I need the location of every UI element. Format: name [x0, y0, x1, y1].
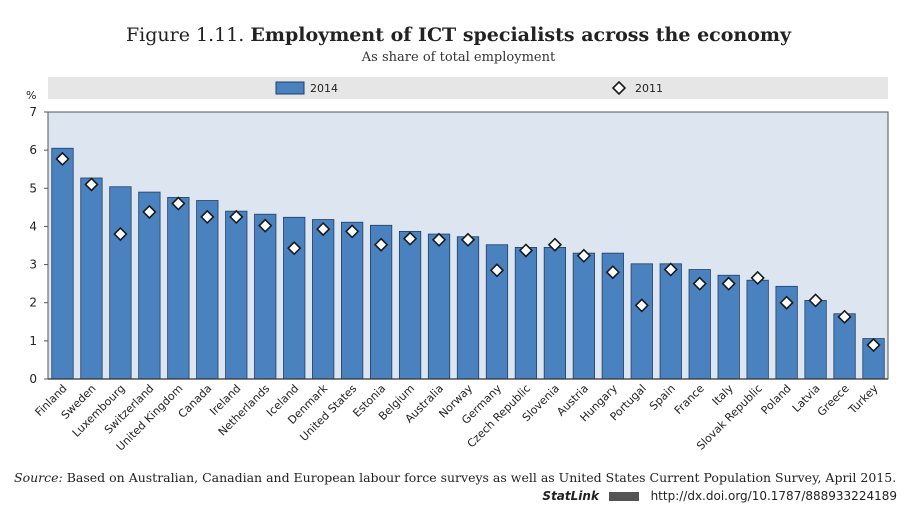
statlink-logo-icon	[608, 492, 639, 501]
marker-2011	[258, 218, 273, 233]
marker-2011	[605, 265, 620, 280]
marker-2011	[576, 248, 591, 263]
statlink-url[interactable]: http://dx.doi.org/10.1787/888933224189	[650, 489, 897, 503]
bar-2014	[804, 300, 827, 380]
bar-2014	[254, 213, 277, 380]
bar-chart: 2014 2011%01234567FinlandSwedenLuxembourg…	[26, 77, 889, 454]
bar-2014	[659, 263, 682, 380]
statlink: StatLink http://dx.doi.org/10.1787/88893…	[542, 489, 897, 503]
marker-2011	[373, 237, 389, 252]
marker-2011	[721, 276, 736, 291]
bar-2014	[138, 191, 161, 380]
figure-title: Employment of ICT specialists across the…	[250, 24, 792, 46]
legend-label-2014: 2014	[310, 82, 338, 95]
bar-2014	[398, 230, 422, 380]
marker-2011	[518, 243, 534, 258]
marker-2011	[229, 209, 244, 225]
marker-2011	[287, 241, 302, 256]
marker-2011	[142, 204, 157, 220]
marker-2011	[779, 295, 794, 310]
figure-number: Figure 1.11.	[125, 24, 245, 46]
marker-2011	[200, 209, 215, 225]
bar-2014	[167, 197, 190, 380]
bar-2014	[80, 177, 103, 380]
marker-2011	[692, 276, 707, 291]
marker-2011	[547, 237, 563, 252]
x-tick-label: Turkey	[845, 382, 881, 418]
bar-2014	[717, 274, 740, 380]
marker-2011	[345, 224, 360, 239]
marker-2011	[663, 262, 678, 277]
bar-2014	[109, 186, 132, 380]
marker-2011	[113, 226, 128, 242]
bar-2014	[630, 263, 653, 380]
legend-label-2011: 2011	[635, 82, 663, 95]
x-tick-label: France	[672, 382, 707, 417]
bar-2014	[341, 221, 364, 380]
x-tick-label: Poland	[759, 382, 794, 417]
legend-marker-2011	[611, 80, 627, 96]
y-tick-label: 3	[29, 258, 37, 272]
y-tick-label: 2	[29, 296, 37, 310]
marker-2011	[460, 232, 476, 247]
y-tick-label: 5	[29, 181, 37, 195]
marker-2011	[808, 293, 823, 308]
bar-2014	[456, 236, 480, 380]
y-tick-label: 0	[29, 372, 37, 386]
x-tick-label: Greece	[815, 382, 852, 419]
y-tick-label: 7	[29, 105, 37, 119]
marker-2011	[837, 309, 852, 324]
bar-2014	[572, 252, 595, 380]
bar-2014	[514, 247, 538, 380]
source-text: Based on Australian, Canadian and Europe…	[66, 470, 897, 485]
y-tick-label: 4	[29, 219, 37, 233]
source-label: Source:	[14, 470, 63, 485]
bar-2014	[225, 210, 248, 380]
y-axis-unit: %	[26, 89, 36, 102]
y-tick-label: 1	[29, 334, 37, 348]
bar-2014	[51, 147, 74, 380]
marker-2011	[750, 270, 765, 286]
statlink-brand: StatLink	[542, 489, 599, 503]
bar-2014	[427, 233, 451, 380]
marker-2011	[316, 221, 331, 237]
source-note: Source: Based on Australian, Canadian an…	[14, 470, 909, 485]
bar-2014	[543, 247, 567, 380]
marker-2011	[171, 196, 186, 211]
marker-2011	[489, 263, 505, 278]
marker-2011	[634, 298, 649, 313]
marker-2011	[84, 177, 99, 192]
marker-2011	[431, 232, 447, 247]
legend-background	[48, 77, 888, 99]
marker-2011	[866, 337, 881, 353]
chart-title: Figure 1.11. Employment of ICT specialis…	[0, 24, 917, 46]
marker-2011	[55, 151, 70, 167]
chart-subtitle: As share of total employment	[361, 50, 556, 65]
marker-2011	[402, 231, 418, 246]
y-tick-label: 6	[29, 143, 37, 157]
bar-2014	[312, 219, 335, 380]
bar-2014	[196, 200, 219, 380]
legend-swatch-2014	[275, 81, 305, 95]
bar-2014	[746, 279, 769, 380]
